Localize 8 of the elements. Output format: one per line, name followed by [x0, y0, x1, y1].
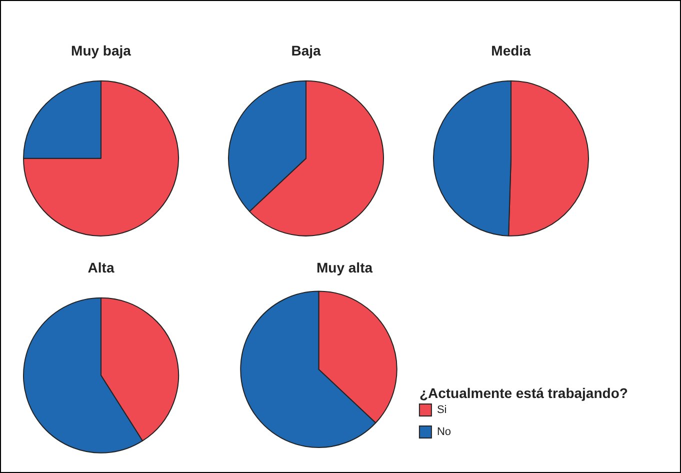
legend-label: Si	[436, 404, 447, 416]
legend-label: No	[436, 426, 451, 438]
chart-title: Muy baja	[71, 42, 132, 58]
chart-title: Media	[491, 42, 532, 58]
chart-title: Alta	[88, 259, 114, 276]
chart-title: Muy alta	[316, 259, 373, 276]
legend-title: ¿Actualmente está trabajando?	[419, 384, 628, 401]
chart-title: Baja	[291, 42, 321, 58]
